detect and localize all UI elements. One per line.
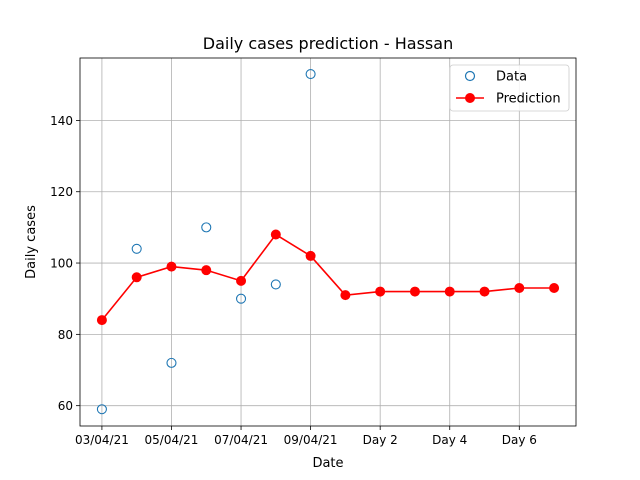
x-axis-label: Date bbox=[312, 456, 343, 471]
ticks: 03/04/21 05/04/21 07/04/21 09/04/21 Day 2 Day… bbox=[50, 114, 537, 447]
prediction-line bbox=[101, 233, 555, 321]
legend: Data Prediction bbox=[449, 64, 570, 112]
x-tick-label: Day 4 bbox=[432, 433, 467, 447]
gridlines bbox=[80, 58, 576, 426]
data-point bbox=[235, 293, 247, 304]
y-tick-label: 100 bbox=[50, 257, 73, 271]
y-tick-label: 80 bbox=[58, 328, 73, 342]
prediction-point bbox=[166, 261, 177, 272]
legend-data-marker bbox=[464, 70, 476, 82]
legend-box bbox=[449, 64, 570, 112]
prediction-point bbox=[375, 286, 386, 297]
x-tick-label: 05/04/21 bbox=[145, 433, 199, 447]
data-point bbox=[201, 222, 212, 233]
data-point bbox=[305, 68, 316, 80]
x-tick-label: Day 6 bbox=[502, 433, 537, 447]
prediction-point bbox=[270, 229, 281, 240]
prediction-point bbox=[201, 265, 212, 276]
plot-frame bbox=[79, 57, 577, 427]
x-tick-label: 03/04/21 bbox=[75, 433, 129, 447]
legend-label-prediction: Prediction bbox=[496, 92, 561, 107]
prediction-point bbox=[444, 286, 455, 297]
legend-prediction-marker bbox=[465, 93, 475, 103]
prediction-point bbox=[131, 272, 142, 283]
series-layer bbox=[96, 68, 560, 415]
prediction-point bbox=[409, 286, 420, 297]
y-tick-label: 140 bbox=[50, 114, 73, 128]
prediction-point bbox=[96, 315, 107, 326]
x-tick-label: 09/04/21 bbox=[284, 433, 338, 447]
y-axis-label: Daily cases bbox=[24, 205, 39, 279]
prediction-point bbox=[236, 275, 247, 286]
y-tick-label: 120 bbox=[50, 185, 73, 199]
prediction-point bbox=[549, 283, 560, 293]
prediction-point bbox=[305, 250, 316, 261]
data-point bbox=[96, 404, 107, 415]
legend-label-data: Data bbox=[496, 70, 527, 85]
chart-title: Daily cases prediction - Hassan bbox=[203, 34, 453, 53]
x-tick-label: 07/04/21 bbox=[214, 433, 268, 447]
y-tick-label: 60 bbox=[58, 399, 73, 413]
prediction-point bbox=[479, 286, 490, 297]
prediction-point bbox=[514, 283, 525, 293]
x-tick-label: Day 2 bbox=[363, 433, 398, 447]
data-point bbox=[270, 279, 281, 290]
data-point bbox=[131, 243, 142, 254]
prediction-point bbox=[340, 290, 351, 301]
data-point bbox=[166, 357, 177, 368]
